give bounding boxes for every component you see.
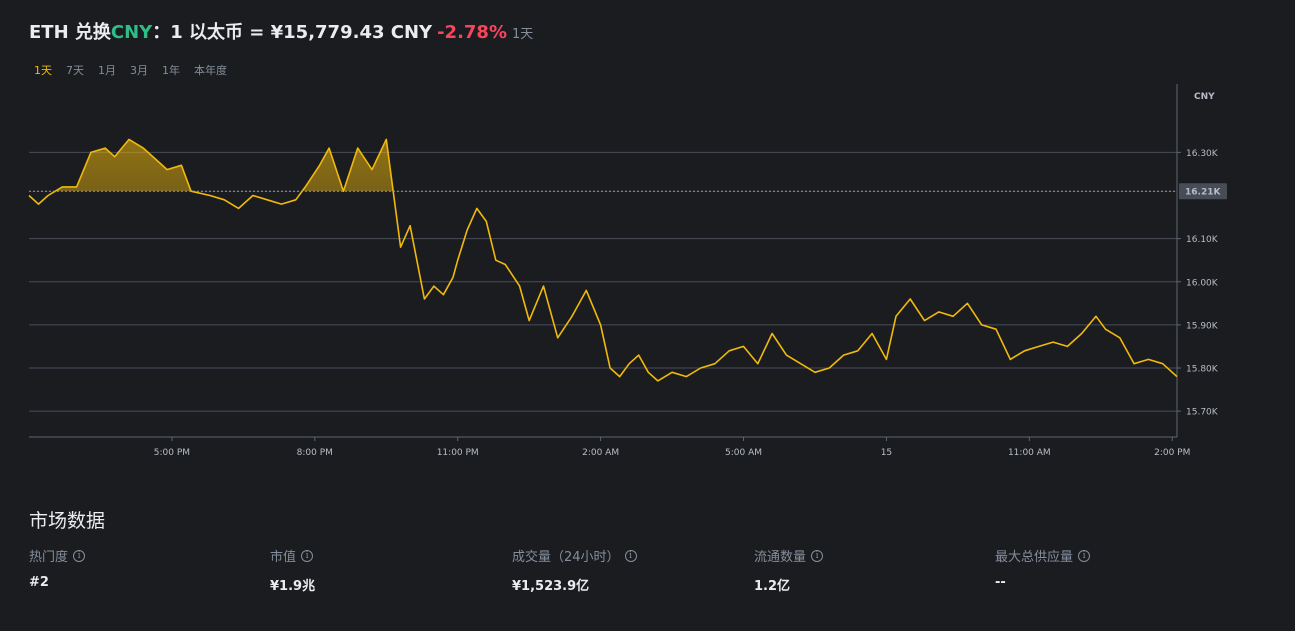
exchange-rate: 1 以太币 = ¥15,779.43 CNY <box>170 22 433 43</box>
stat-value: #2 <box>29 575 49 590</box>
tab-ytd[interactable]: 本年度 <box>194 64 227 77</box>
info-icon[interactable]: i <box>811 549 824 562</box>
stat-value: ¥1.9兆 <box>270 579 316 594</box>
stat-value: 1.2亿 <box>754 579 791 594</box>
header-separator: ： <box>152 22 171 43</box>
stat-value: -- <box>995 575 1006 590</box>
x-tick-label: 5:00 AM <box>725 448 762 458</box>
period-tabs: 1天 7天 1月 3月 1年 本年度 <box>34 62 227 78</box>
stat-label: 热门度 <box>29 550 69 565</box>
stat-circulating-supply: 流通数量 i 1.2亿 <box>754 546 824 594</box>
tab-1m[interactable]: 1月 <box>98 64 116 77</box>
price-area-fill <box>55 139 394 192</box>
info-icon[interactable]: i <box>73 549 86 562</box>
market-stats: 热门度 i #2 市值 i ¥1.9兆 成交量（24小时） i ¥1,523.9… <box>29 546 1269 596</box>
info-icon[interactable]: i <box>301 549 314 562</box>
y-tick-label: 15.70K <box>1186 408 1219 418</box>
reference-price-badge: 16.21K <box>1179 183 1227 200</box>
y-axis-unit: CNY <box>1194 92 1215 102</box>
price-header: ETH 兑换 CNY ： 1 以太币 = ¥15,779.43 CNY -2.7… <box>29 18 533 44</box>
stat-label: 成交量（24小时） <box>512 550 620 565</box>
stat-label: 流通数量 <box>754 550 807 565</box>
x-tick-label: 2:00 AM <box>582 448 619 458</box>
info-icon[interactable]: i <box>1078 549 1091 562</box>
x-tick-label: 2:00 PM <box>1154 448 1190 458</box>
market-data-title: 市场数据 <box>29 510 106 532</box>
stat-value: ¥1,523.9亿 <box>512 579 590 594</box>
y-tick-label: 16.00K <box>1186 278 1219 288</box>
price-change: -2.78% <box>437 22 507 43</box>
x-tick-label: 15 <box>881 448 892 458</box>
tab-3m[interactable]: 3月 <box>130 64 148 77</box>
tab-1d[interactable]: 1天 <box>34 64 52 77</box>
grid-lines <box>29 151 1177 412</box>
x-tick-label: 11:00 AM <box>1008 448 1051 458</box>
quote-currency[interactable]: CNY <box>110 22 153 43</box>
x-tick-label: 8:00 PM <box>297 448 333 458</box>
price-line <box>28 138 1178 382</box>
y-axis: 15.70K 15.80K 15.90K 16.00K 16.10K 16.30K <box>1176 84 1219 437</box>
stat-max-supply: 最大总供应量 i -- <box>995 546 1091 590</box>
y-tick-label: 15.90K <box>1186 321 1219 331</box>
stat-label: 市值 <box>270 550 297 565</box>
y-tick-label: 15.80K <box>1186 365 1219 375</box>
tab-1y[interactable]: 1年 <box>162 64 180 77</box>
tab-7d[interactable]: 7天 <box>66 64 84 77</box>
info-icon[interactable]: i <box>624 549 637 562</box>
price-chart[interactable]: 15.70K 15.80K 15.90K 16.00K 16.10K 16.30K 5:0… <box>0 80 1295 470</box>
base-asset-label: ETH 兑换 <box>29 22 111 43</box>
y-tick-label: 16.30K <box>1186 149 1219 159</box>
stat-label: 最大总供应量 <box>995 550 1074 565</box>
x-tick-label: 11:00 PM <box>437 448 479 458</box>
change-period: 1天 <box>512 27 534 42</box>
reference-price-label: 16.21K <box>1185 188 1221 198</box>
x-axis: 5:00 PM 8:00 PM 11:00 PM 2:00 AM 5:00 AM 15 11… <box>29 436 1190 458</box>
stat-popularity: 热门度 i #2 <box>29 546 86 590</box>
stat-volume: 成交量（24小时） i ¥1,523.9亿 <box>512 546 637 594</box>
y-tick-label: 16.10K <box>1186 235 1219 245</box>
stat-market-cap: 市值 i ¥1.9兆 <box>270 546 315 594</box>
x-tick-label: 5:00 PM <box>154 448 190 458</box>
